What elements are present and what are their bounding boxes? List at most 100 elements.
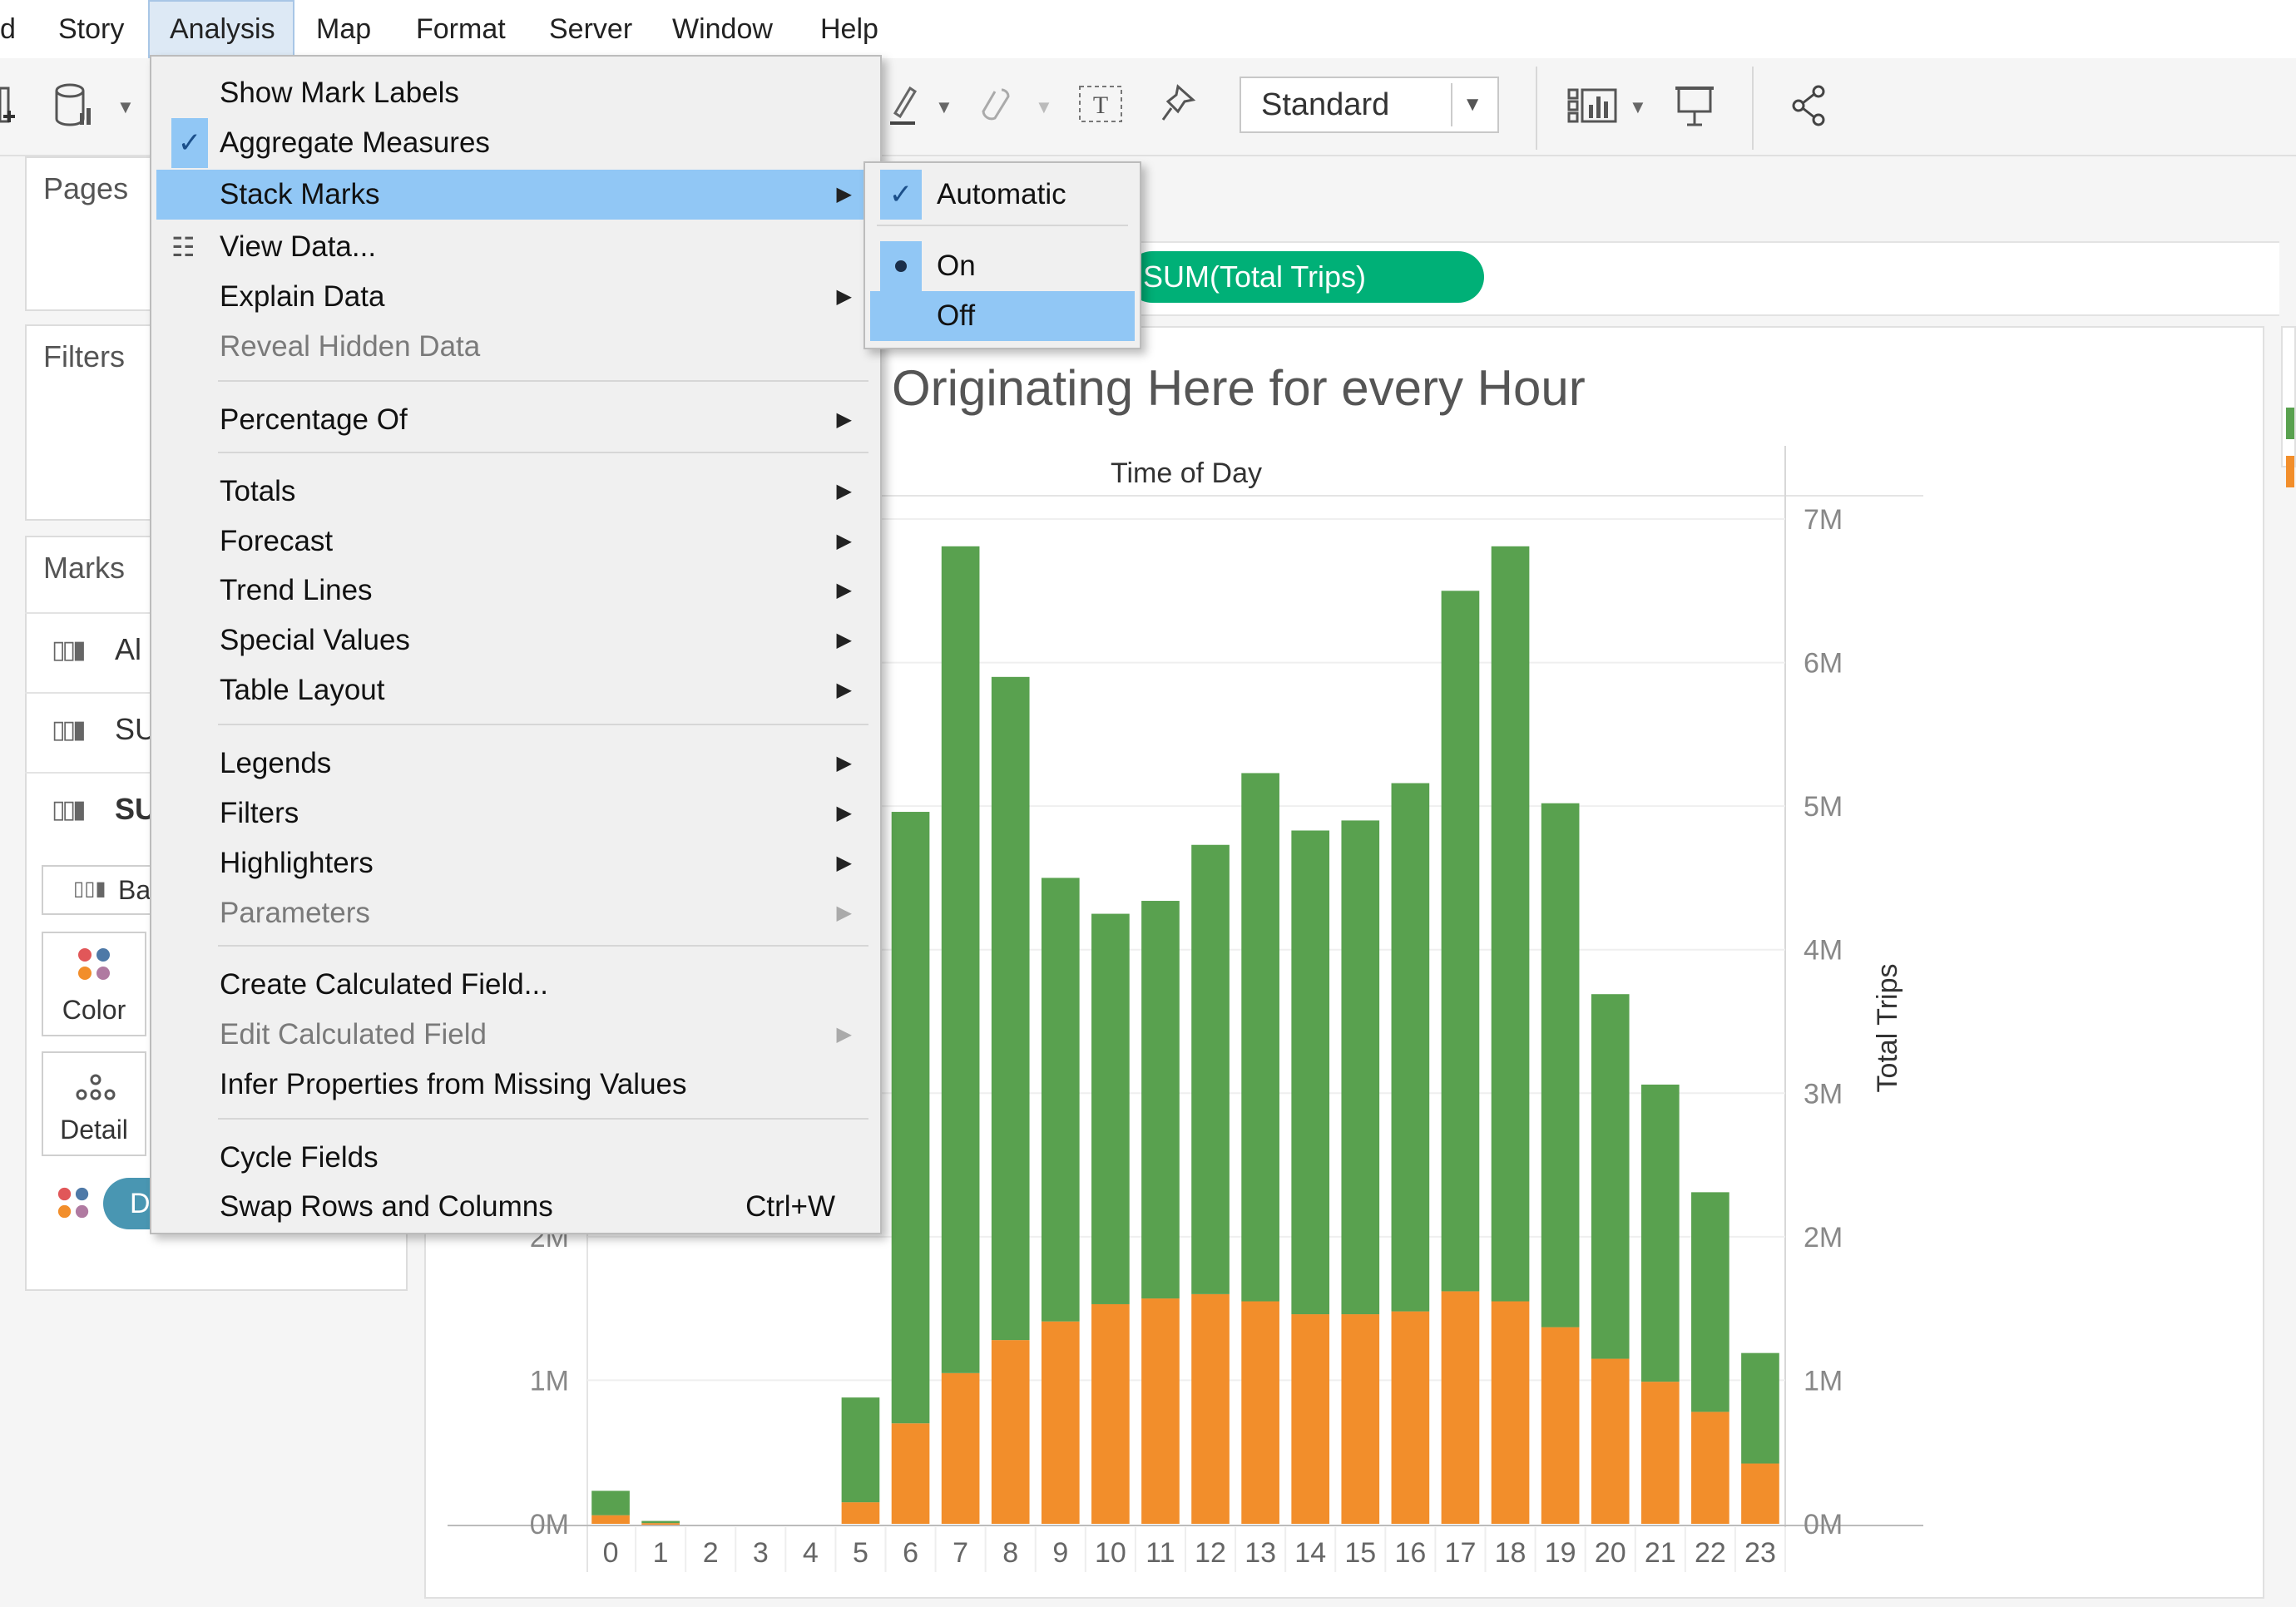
marks-row-label: SU [115, 712, 157, 746]
text-label-icon[interactable]: T [1078, 85, 1123, 129]
submenu-item-off[interactable]: Off [870, 291, 1135, 341]
bar-segment [591, 1491, 630, 1516]
annotate-icon[interactable] [982, 85, 1012, 132]
menu-item-label: Stack Marks [220, 177, 380, 210]
data-source-dropdown-icon[interactable]: ▼ [116, 96, 135, 117]
bar-segment [1041, 1321, 1080, 1524]
menubar-item-map[interactable]: Map [316, 13, 372, 45]
bar-segment [1491, 1301, 1530, 1524]
bar-segment [1541, 803, 1580, 1328]
bar-segment [1441, 591, 1480, 1292]
menu-item-stack-marks[interactable]: Stack Marks ▶ [156, 169, 875, 220]
marks-row-sum-1[interactable]: ▯▯▮ SU [25, 692, 158, 767]
menu-item-highlighters[interactable]: Highlighters ▶ [156, 838, 875, 888]
menu-item-label: Aggregate Measures [220, 126, 490, 159]
y-tick-label-right: 5M [1804, 791, 1843, 823]
bar-segment [1241, 773, 1279, 1302]
menubar-item-help[interactable]: Help [820, 13, 878, 45]
bar-segment [1640, 1084, 1680, 1382]
menubar-item-analysis[interactable]: Analysis [148, 0, 294, 58]
menu-item-aggregate-measures[interactable]: ✓ Aggregate Measures [156, 117, 875, 168]
menu-item-infer-properties-from-missing-values[interactable]: Infer Properties from Missing Values [156, 1060, 875, 1110]
menu-item-label: Cycle Fields [220, 1140, 379, 1174]
menu-item-create-calculated-field[interactable]: Create Calculated Field... [156, 960, 875, 1010]
submenu-item-on[interactable]: On [870, 241, 1135, 291]
menubar-item-story[interactable]: Story [58, 13, 125, 45]
menu-item-label: Filters [220, 797, 299, 829]
color-button[interactable]: Color [42, 932, 146, 1036]
marks-row-label: Al [115, 632, 142, 666]
bar-segment [1640, 1382, 1680, 1524]
menu-item-explain-data[interactable]: Explain Data ▶ [156, 272, 875, 322]
y-tick-label-right: 6M [1804, 648, 1843, 680]
sum-total-trips-pill[interactable]: SUM(Total Trips) [1126, 251, 1484, 303]
menu-item-label: Show Mark Labels [220, 77, 459, 110]
menu-item-parameters[interactable]: Parameters ▶ [156, 888, 875, 938]
menu-item-cycle-fields[interactable]: Cycle Fields [156, 1133, 875, 1183]
menu-item-special-values[interactable]: Special Values ▶ [156, 616, 875, 665]
x-tick-label: 19 [1545, 1537, 1576, 1569]
menu-item-reveal-hidden-data[interactable]: Reveal Hidden Data [156, 322, 875, 372]
mark-type-select[interactable]: ▯▯▮ Ba [42, 865, 158, 915]
menu-item-swap-rows-and-columns[interactable]: Swap Rows and Columns Ctrl+W [156, 1182, 875, 1232]
x-tick-label: 8 [1002, 1537, 1018, 1569]
color-label: Color [62, 995, 126, 1025]
menu-item-label: Highlighters [220, 846, 374, 879]
menu-item-label: Infer Properties from Missing Values [220, 1067, 687, 1100]
x-tick-label: 1 [653, 1537, 669, 1569]
bar-segment [1591, 1358, 1630, 1524]
menu-separator [218, 451, 868, 453]
menu-item-filters[interactable]: Filters ▶ [156, 789, 875, 838]
highlight-dropdown-icon[interactable]: ▼ [935, 96, 953, 117]
fit-select[interactable]: Standard ▼ [1240, 77, 1499, 133]
x-tick-label: 16 [1394, 1537, 1426, 1569]
marks-row-label: SU [115, 792, 157, 826]
pin-icon[interactable] [1160, 83, 1196, 131]
bar-segment [891, 1423, 930, 1524]
menubar-item-format[interactable]: Format [416, 13, 506, 45]
submenu-arrow-icon: ▶ [836, 679, 852, 702]
detail-button[interactable]: Detail [42, 1051, 146, 1156]
show-me-dropdown-icon[interactable]: ▼ [1629, 96, 1647, 117]
x-tick-label: 23 [1744, 1537, 1776, 1569]
legend-swatch-orange [2286, 456, 2294, 487]
submenu-item-automatic[interactable]: ✓ Automatic [870, 170, 1135, 220]
bar-segment [1591, 994, 1630, 1359]
menu-item-trend-lines[interactable]: Trend Lines ▶ [156, 566, 875, 616]
menu-item-edit-calculated-field[interactable]: Edit Calculated Field ▶ [156, 1010, 875, 1060]
y-tick-label-right: 4M [1804, 935, 1843, 967]
svg-text:T: T [1093, 91, 1108, 119]
marks-row-all[interactable]: ▯▯▮ Al [25, 612, 158, 687]
chart-title: Originating Here for every Hour [892, 360, 1586, 416]
show-me-icon[interactable] [1567, 87, 1621, 129]
menu-item-label: Trend Lines [220, 574, 373, 607]
highlight-pen-icon[interactable] [888, 85, 918, 132]
menubar-item-window[interactable]: Window [672, 13, 773, 45]
menubar-item-server[interactable]: Server [549, 13, 633, 45]
menu-item-view-data[interactable]: ☷ View Data... [156, 222, 875, 272]
marks-row-sum-2[interactable]: ▯▯▮ SU [25, 772, 158, 847]
menu-item-legends[interactable]: Legends ▶ [156, 739, 875, 789]
menubar-item-dashboard[interactable]: d [0, 13, 16, 45]
legend-swatch-green [2286, 408, 2294, 439]
data-source-icon[interactable] [55, 83, 92, 134]
menu-item-table-layout[interactable]: Table Layout ▶ [156, 665, 875, 715]
menu-item-show-mark-labels[interactable]: Show Mark Labels [156, 68, 875, 118]
menu-separator [218, 724, 868, 726]
menu-item-totals[interactable]: Totals ▶ [156, 467, 875, 517]
share-icon[interactable] [1790, 85, 1828, 132]
menu-item-forecast[interactable]: Forecast ▶ [156, 517, 875, 566]
new-data-source-icon[interactable] [0, 87, 17, 136]
submenu-arrow-icon: ▶ [836, 901, 852, 924]
bar-chart-icon: ▯▯▮ [52, 796, 86, 823]
y-tick-label-right: 2M [1804, 1222, 1843, 1253]
bar-segment [891, 812, 930, 1424]
submenu-item-label: On [937, 250, 976, 282]
menu-item-percentage-of[interactable]: Percentage Of ▶ [156, 395, 875, 445]
annotate-dropdown-icon[interactable]: ▼ [1035, 96, 1053, 117]
presentation-icon[interactable] [1674, 83, 1715, 134]
menu-item-label: Special Values [220, 624, 410, 657]
filters-title: Filters [43, 339, 125, 373]
x-tick-label: 9 [1052, 1537, 1068, 1569]
bar-segment [1691, 1412, 1729, 1524]
